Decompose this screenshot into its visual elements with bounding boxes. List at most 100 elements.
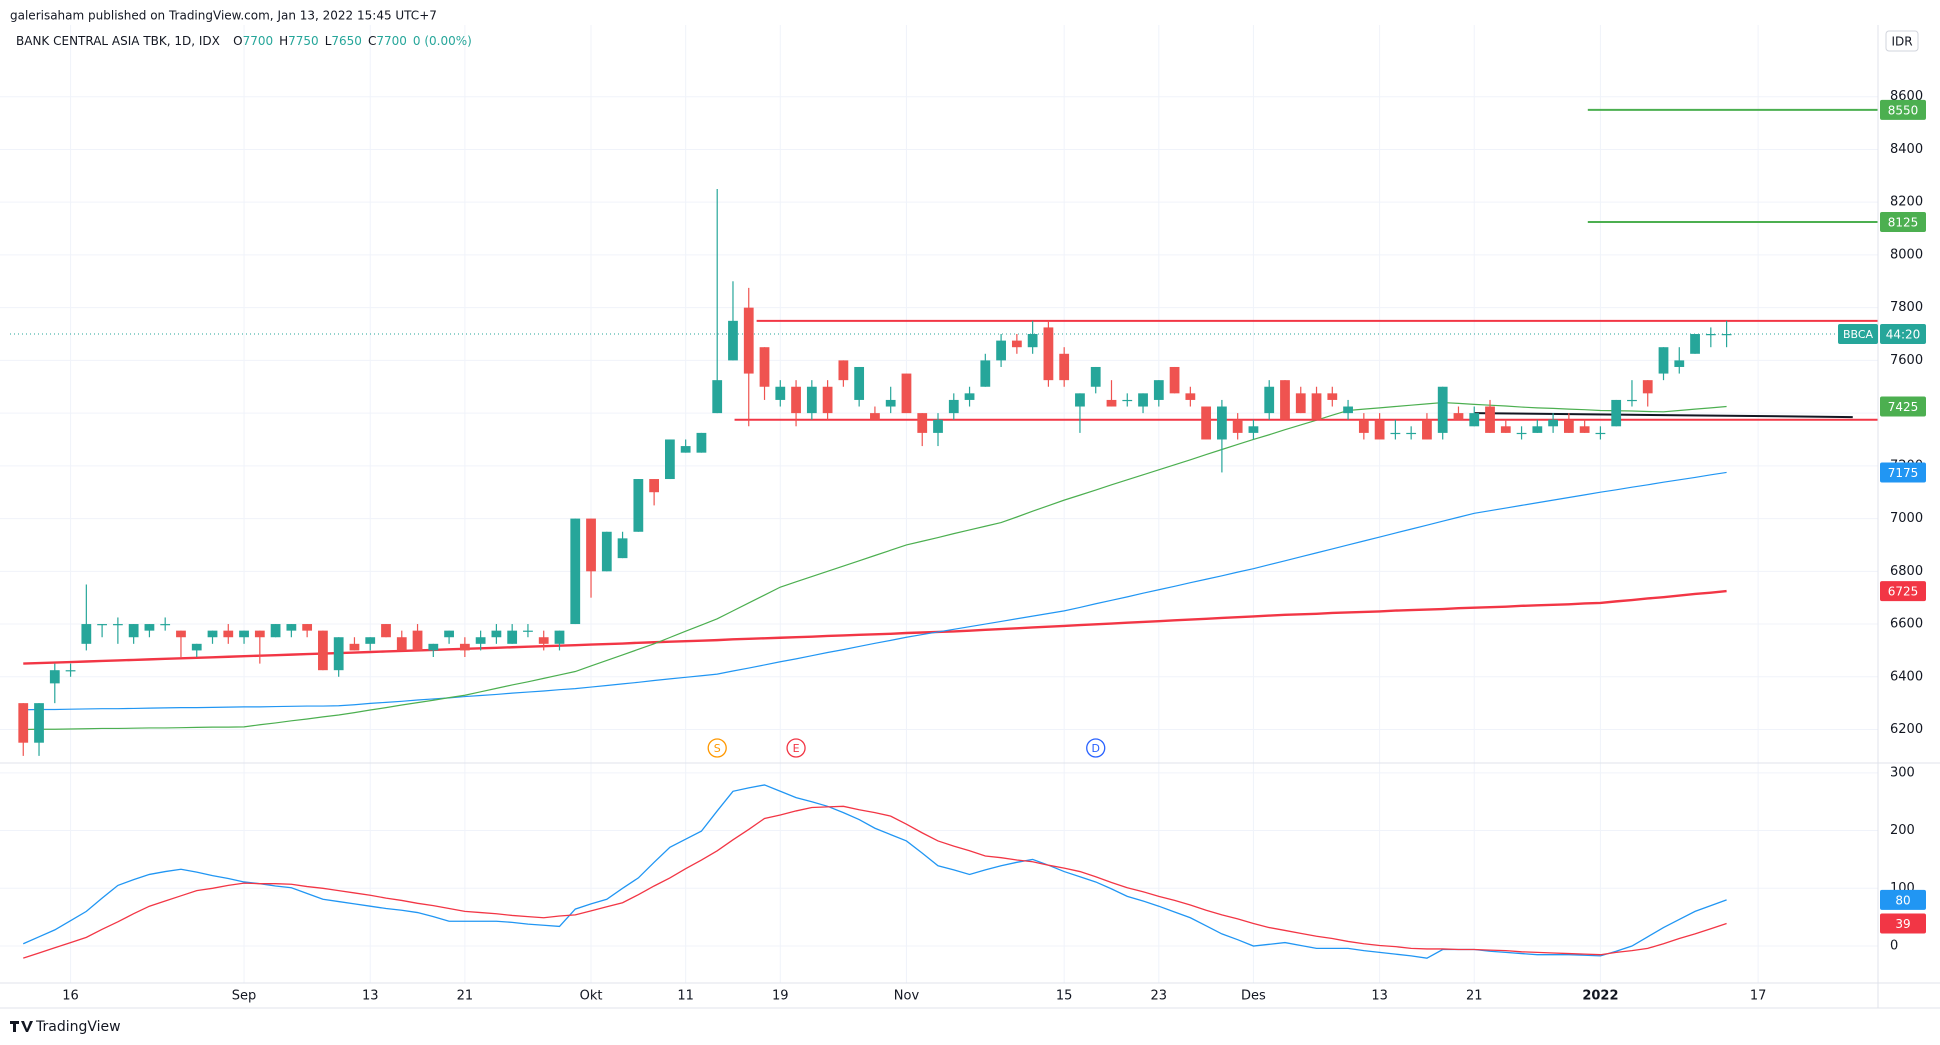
candle-body: [1027, 334, 1038, 348]
candle-body: [1437, 386, 1448, 433]
candle-body: [586, 518, 596, 572]
candle-body: [444, 630, 454, 638]
y-tick-label: 7600: [1890, 353, 1923, 368]
y-tick-label: 0: [1890, 939, 1898, 954]
candle-body: [349, 643, 360, 651]
candle-body: [65, 670, 76, 672]
candle-body: [1532, 426, 1543, 433]
candle-body: [191, 643, 202, 651]
candle-body: [475, 637, 486, 644]
x-tick-label: 21: [457, 989, 474, 1004]
candle-body: [680, 446, 691, 453]
candle-body: [1295, 393, 1306, 414]
x-tick-label: 19: [772, 989, 789, 1004]
x-tick-label: Sep: [232, 989, 257, 1004]
y-tick-label: 6800: [1890, 564, 1923, 579]
candle-body: [1043, 327, 1054, 381]
candle-body: [1090, 366, 1101, 387]
level-price-label-box: [1880, 211, 1926, 232]
candle-body: [160, 624, 171, 626]
candle-body: [617, 538, 628, 559]
countdown-box: [1880, 324, 1926, 345]
symbol-title: BANK CENTRAL ASIA TBK, 1D, IDX: [16, 34, 220, 48]
x-tick-label: 15: [1056, 989, 1073, 1004]
candle-body: [34, 703, 44, 743]
candle-body: [1280, 380, 1290, 420]
level-price-label-box: [1880, 99, 1926, 120]
candle-body: [1548, 419, 1558, 427]
candle-body: [207, 630, 218, 638]
candle-body: [1264, 386, 1275, 414]
candle-body: [1248, 426, 1259, 433]
candle-body: [917, 413, 928, 433]
candle-body: [507, 630, 518, 644]
trend-segment: [1474, 412, 1853, 419]
candle-body: [1122, 399, 1133, 402]
candle-body: [1406, 432, 1417, 435]
x-tick-label: 13: [362, 989, 379, 1004]
candle-body: [254, 630, 265, 638]
event-marker: [786, 738, 806, 758]
level-price-label: 8125: [1888, 215, 1919, 229]
candle-body: [112, 624, 123, 626]
ohlc-value: 7650: [331, 34, 362, 48]
candle-body: [239, 630, 249, 638]
candle-body: [459, 643, 470, 651]
candle-body: [97, 624, 107, 626]
candle-body: [286, 624, 297, 631]
candle-body: [318, 630, 328, 671]
x-tick-label: 17: [1750, 989, 1767, 1004]
candle-body: [81, 624, 92, 644]
currency-box[interactable]: [1885, 30, 1919, 52]
candle-body: [428, 643, 439, 651]
candle-body: [901, 373, 912, 414]
candle-body: [18, 703, 29, 743]
candle-body: [980, 360, 991, 387]
candle-body: [870, 413, 880, 420]
x-tick-label: 23: [1151, 989, 1168, 1004]
y-tick-label: 6200: [1890, 722, 1923, 737]
candle-body: [1516, 432, 1527, 435]
candle-body: [1721, 334, 1732, 336]
candle-body: [1705, 334, 1716, 336]
candle-body: [1579, 426, 1590, 433]
candle-body: [302, 624, 313, 631]
candle-body: [1138, 393, 1148, 407]
indicator-value-label-box: [1880, 889, 1926, 910]
candle-body: [144, 624, 155, 631]
candle-body: [538, 637, 549, 644]
event-label: E: [793, 742, 800, 755]
moving-average-price-label-box: [1880, 581, 1926, 602]
y-tick-label: 6400: [1890, 669, 1923, 684]
candle-body: [1453, 413, 1464, 420]
y-tick-label: 300: [1890, 765, 1915, 780]
candle-body: [1311, 393, 1322, 420]
candle-body: [570, 518, 581, 625]
moving-average-price-label: 7175: [1888, 466, 1919, 480]
brand-logo: [10, 1021, 33, 1032]
candle-body: [696, 432, 707, 453]
indicator-value-label: 39: [1895, 917, 1910, 931]
logo-shape: [10, 1021, 33, 1032]
event-marker: [707, 738, 727, 758]
y-tick-label: 8000: [1890, 247, 1923, 262]
level-price-label: 8550: [1888, 103, 1919, 117]
y-tick-label: 6600: [1890, 617, 1923, 632]
x-tick-label: 13: [1371, 989, 1388, 1004]
candle-body: [791, 386, 801, 414]
candle-body: [775, 386, 786, 400]
moving-average-price-label-box: [1880, 462, 1926, 483]
candle-body: [333, 637, 344, 671]
candle-body: [1690, 334, 1700, 354]
candle-body: [1563, 419, 1574, 433]
candle-body: [712, 380, 723, 414]
candle-body: [806, 386, 817, 414]
candle-body: [49, 670, 60, 684]
candle-body: [933, 419, 943, 433]
y-tick-label: 8200: [1890, 195, 1923, 210]
candle-body: [822, 386, 833, 414]
